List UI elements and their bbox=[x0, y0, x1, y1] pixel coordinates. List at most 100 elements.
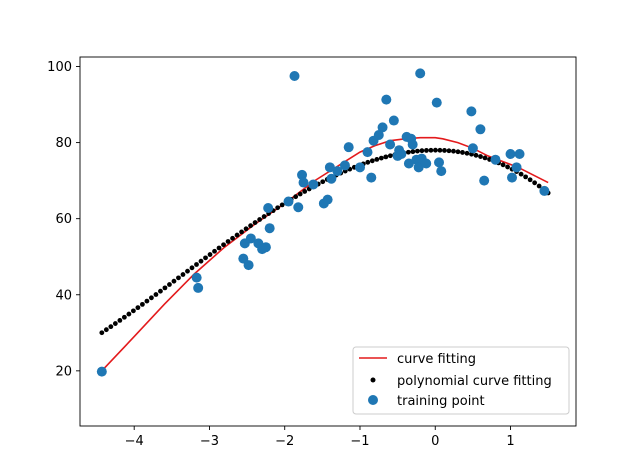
training-point bbox=[377, 122, 388, 133]
polynomial-fit-point bbox=[176, 275, 181, 281]
polynomial-fit-point bbox=[293, 194, 299, 200]
polynomial-fit-point bbox=[405, 149, 411, 155]
legend-label-curve-fitting: curve fitting bbox=[397, 352, 476, 367]
training-point bbox=[263, 203, 274, 214]
polynomial-fit-point bbox=[149, 295, 154, 301]
polynomial-fit-point bbox=[275, 205, 281, 211]
training-point bbox=[297, 169, 308, 180]
polynomial-fit-point bbox=[302, 189, 308, 194]
polynomial-fit-point bbox=[527, 177, 533, 183]
polynomial-fit-point bbox=[451, 148, 456, 154]
polynomial-fit-point bbox=[419, 148, 425, 154]
polynomial-fit-point bbox=[455, 149, 461, 155]
training-point bbox=[362, 147, 373, 158]
polynomial-fit-point bbox=[189, 265, 195, 271]
training-point bbox=[283, 196, 294, 207]
training-point bbox=[475, 124, 486, 135]
polynomial-fit-point bbox=[365, 159, 371, 165]
training-point bbox=[436, 166, 447, 177]
polynomial-fit-point bbox=[424, 148, 429, 153]
legend-circle-swatch bbox=[368, 395, 378, 405]
x-tick-label: −1 bbox=[350, 434, 369, 449]
polynomial-fit-point bbox=[135, 305, 141, 311]
training-point bbox=[366, 172, 377, 183]
polynomial-fit-point bbox=[112, 321, 118, 326]
training-point bbox=[415, 68, 426, 79]
polynomial-fit-point bbox=[415, 148, 420, 154]
training-point bbox=[490, 154, 501, 165]
polynomial-fit-point bbox=[180, 272, 186, 277]
training-point bbox=[514, 149, 525, 160]
x-tick-label: −2 bbox=[275, 434, 294, 449]
y-tick-label: 100 bbox=[47, 60, 72, 75]
polynomial-fit-point bbox=[225, 239, 231, 244]
polynomial-fit-point bbox=[198, 258, 204, 264]
polynomial-fit-point bbox=[378, 155, 384, 161]
training-point bbox=[343, 142, 354, 153]
polynomial-fit-point bbox=[207, 252, 213, 257]
polynomial-fit-point bbox=[297, 191, 303, 197]
training-point bbox=[381, 94, 392, 105]
training-point bbox=[245, 233, 256, 244]
legend-label-training-point: training point bbox=[397, 394, 485, 409]
x-tick-label: −4 bbox=[125, 434, 144, 449]
polynomial-fit-point bbox=[369, 158, 375, 164]
training-point bbox=[511, 162, 522, 173]
training-point bbox=[326, 173, 337, 184]
training-point bbox=[467, 143, 478, 154]
training-point bbox=[264, 223, 275, 234]
polynomial-fit-point bbox=[126, 311, 132, 317]
polynomial-fit-point bbox=[212, 248, 217, 254]
polynomial-fit-point bbox=[257, 217, 263, 222]
polynomial-fit-point bbox=[108, 324, 114, 330]
training-point bbox=[322, 194, 333, 205]
polynomial-fit-point bbox=[261, 214, 267, 219]
curve-fitting-line bbox=[101, 136, 549, 372]
polynomial-fit-point bbox=[248, 223, 254, 229]
polynomial-fit-point bbox=[121, 314, 127, 320]
training-point bbox=[354, 162, 365, 173]
polynomial-fit-point bbox=[446, 148, 452, 154]
training-point bbox=[407, 139, 418, 150]
plot-layer bbox=[96, 68, 551, 377]
polynomial-fit-point bbox=[442, 148, 447, 153]
polynomial-fit-point bbox=[243, 226, 249, 232]
polynomial-fit-point bbox=[473, 152, 479, 158]
polynomial-fit-point bbox=[464, 150, 470, 156]
training-point bbox=[388, 115, 399, 126]
training-point bbox=[479, 175, 490, 186]
legend-box bbox=[352, 346, 570, 415]
legend-dot-swatch bbox=[370, 377, 376, 383]
training-point bbox=[243, 260, 254, 271]
polynomial-fit-point bbox=[532, 180, 538, 186]
training-point bbox=[385, 139, 396, 150]
polynomial-fit-point bbox=[221, 242, 226, 248]
y-tick-label: 60 bbox=[55, 212, 72, 227]
training-point bbox=[308, 179, 319, 190]
polynomial-fit-point bbox=[478, 154, 483, 159]
training-point bbox=[298, 177, 309, 188]
polynomial-fit-point bbox=[144, 298, 150, 304]
training-point bbox=[339, 160, 350, 171]
polynomial-fit-point bbox=[234, 232, 240, 238]
polynomial-fit-point bbox=[203, 255, 208, 261]
legend: curve fitting polynomial curve fitting t… bbox=[352, 346, 570, 415]
polynomial-fit-point bbox=[140, 301, 145, 307]
training-point bbox=[193, 282, 204, 293]
training-point bbox=[413, 162, 424, 173]
training-point bbox=[260, 242, 271, 253]
training-point bbox=[431, 97, 442, 108]
polynomial-fit-point bbox=[103, 327, 109, 333]
polynomial-fit-point bbox=[482, 155, 488, 161]
polynomial-fit-point bbox=[374, 157, 380, 162]
polynomial-fit-point bbox=[153, 292, 159, 297]
polynomial-fit-point bbox=[505, 164, 510, 170]
training-point bbox=[403, 158, 414, 169]
polynomial-fit-point bbox=[158, 288, 163, 294]
training-point bbox=[539, 185, 550, 196]
y-tick-label: 40 bbox=[55, 288, 72, 303]
training-point bbox=[289, 71, 300, 82]
polynomial-fit-point bbox=[437, 147, 443, 153]
polynomial-fit-point bbox=[433, 147, 438, 153]
